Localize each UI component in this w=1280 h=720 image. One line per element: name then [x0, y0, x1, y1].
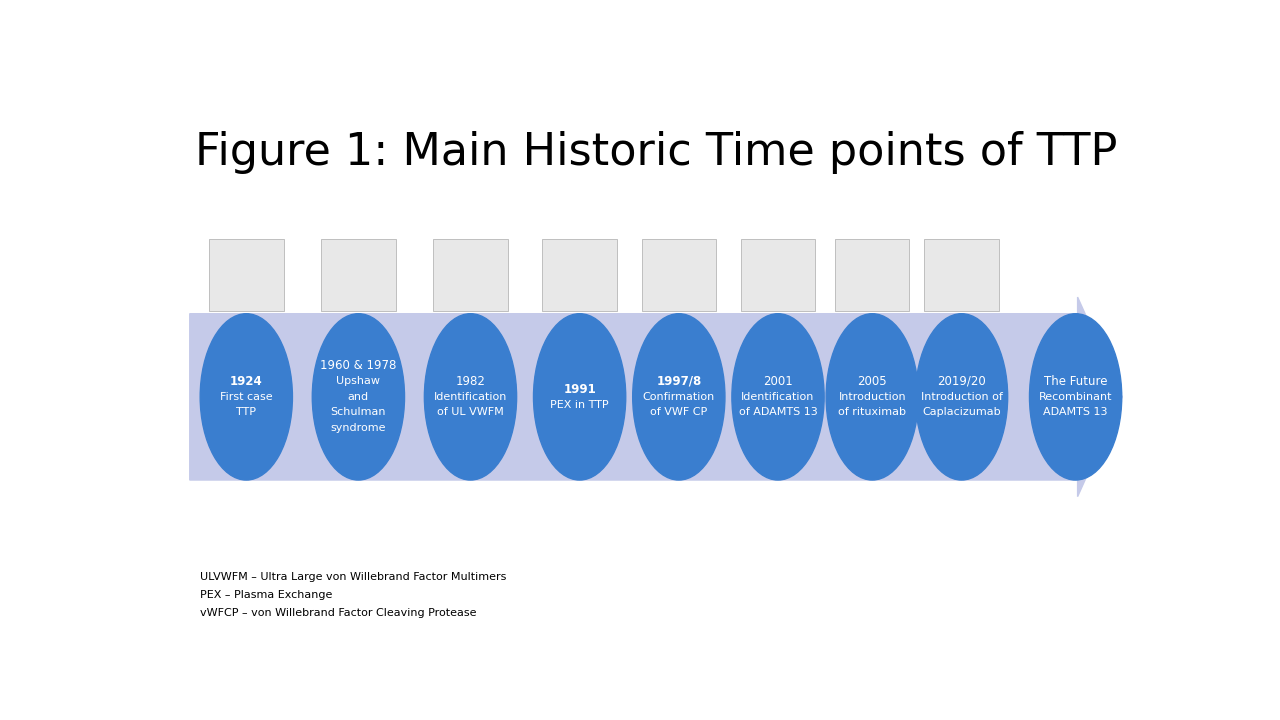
Text: First case: First case — [220, 392, 273, 402]
Ellipse shape — [732, 314, 824, 480]
Text: of ADAMTS 13: of ADAMTS 13 — [739, 408, 818, 418]
FancyBboxPatch shape — [209, 239, 283, 311]
Text: Identification: Identification — [741, 392, 814, 402]
Text: Caplacizumab: Caplacizumab — [922, 408, 1001, 418]
Text: and: and — [348, 392, 369, 402]
Text: Recombinant: Recombinant — [1039, 392, 1112, 402]
Text: 1924: 1924 — [230, 375, 262, 388]
FancyBboxPatch shape — [434, 239, 508, 311]
Text: of UL VWFM: of UL VWFM — [438, 408, 504, 418]
Text: Upshaw: Upshaw — [337, 377, 380, 387]
Text: of rituximab: of rituximab — [838, 408, 906, 418]
Text: Introduction: Introduction — [838, 392, 906, 402]
Text: ADAMTS 13: ADAMTS 13 — [1043, 408, 1108, 418]
Text: 1991: 1991 — [563, 382, 596, 395]
Text: 1960 & 1978: 1960 & 1978 — [320, 359, 397, 372]
FancyBboxPatch shape — [321, 239, 396, 311]
FancyArrow shape — [189, 297, 1123, 497]
Ellipse shape — [826, 314, 918, 480]
FancyBboxPatch shape — [924, 239, 998, 311]
FancyBboxPatch shape — [741, 239, 815, 311]
Text: 1997/8: 1997/8 — [657, 375, 701, 388]
FancyBboxPatch shape — [835, 239, 910, 311]
FancyBboxPatch shape — [543, 239, 617, 311]
Text: 1982: 1982 — [456, 375, 485, 388]
Ellipse shape — [915, 314, 1007, 480]
FancyBboxPatch shape — [641, 239, 716, 311]
Text: 2001: 2001 — [763, 375, 792, 388]
Text: Schulman: Schulman — [330, 408, 387, 418]
Text: vWFCP – von Willebrand Factor Cleaving Protease: vWFCP – von Willebrand Factor Cleaving P… — [200, 608, 476, 618]
Text: 2005: 2005 — [858, 375, 887, 388]
Ellipse shape — [312, 314, 404, 480]
Text: Introduction of: Introduction of — [920, 392, 1002, 402]
Text: PEX – Plasma Exchange: PEX – Plasma Exchange — [200, 590, 332, 600]
Text: ULVWFM – Ultra Large von Willebrand Factor Multimers: ULVWFM – Ultra Large von Willebrand Fact… — [200, 572, 506, 582]
Text: of VWF CP: of VWF CP — [650, 408, 708, 418]
Ellipse shape — [632, 314, 724, 480]
Text: Confirmation: Confirmation — [643, 392, 716, 402]
Text: 2019/20: 2019/20 — [937, 375, 986, 388]
Ellipse shape — [200, 314, 292, 480]
Text: PEX in TTP: PEX in TTP — [550, 400, 609, 410]
Text: Figure 1: Main Historic Time points of TTP: Figure 1: Main Historic Time points of T… — [195, 132, 1117, 174]
Ellipse shape — [1029, 314, 1121, 480]
Text: Identification: Identification — [434, 392, 507, 402]
Text: syndrome: syndrome — [330, 423, 387, 433]
Text: The Future: The Future — [1044, 375, 1107, 388]
Ellipse shape — [425, 314, 517, 480]
Text: TTP: TTP — [237, 408, 256, 418]
Ellipse shape — [534, 314, 626, 480]
